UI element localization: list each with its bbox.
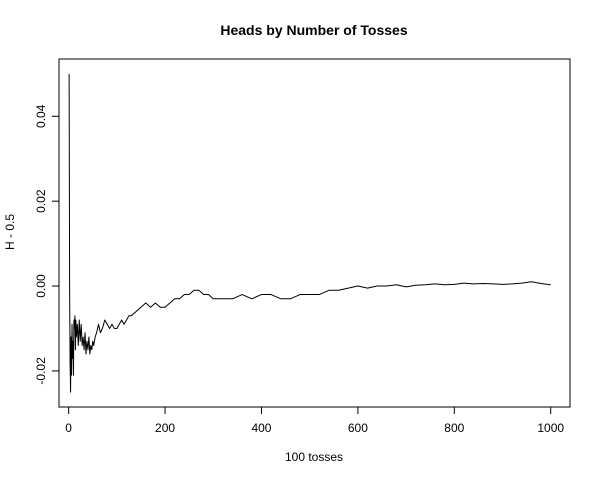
chart-title: Heads by Number of Tosses: [220, 22, 407, 38]
plot-frame: [58, 58, 571, 408]
x-axis: 0 200 400 600 800 1000: [65, 406, 564, 435]
x-tick-label: 0: [65, 421, 72, 435]
series-line: [68, 73, 551, 393]
y-tick-label: 0.00: [34, 274, 48, 298]
y-axis-label: H - 0.5: [3, 214, 17, 250]
series-group: [68, 73, 551, 393]
y-axis: -0.02 0.00 0.02 0.04: [34, 104, 60, 385]
x-tick-label: 1000: [537, 421, 564, 435]
x-tick-label: 400: [251, 421, 271, 435]
x-axis-label: 100 tosses: [285, 450, 343, 464]
x-tick-label: 600: [348, 421, 368, 435]
x-tick-label: 800: [444, 421, 464, 435]
y-tick-label: 0.04: [34, 104, 48, 128]
y-tick-label: 0.02: [34, 189, 48, 213]
x-tick-label: 200: [155, 421, 175, 435]
y-tick-label: -0.02: [34, 357, 48, 385]
